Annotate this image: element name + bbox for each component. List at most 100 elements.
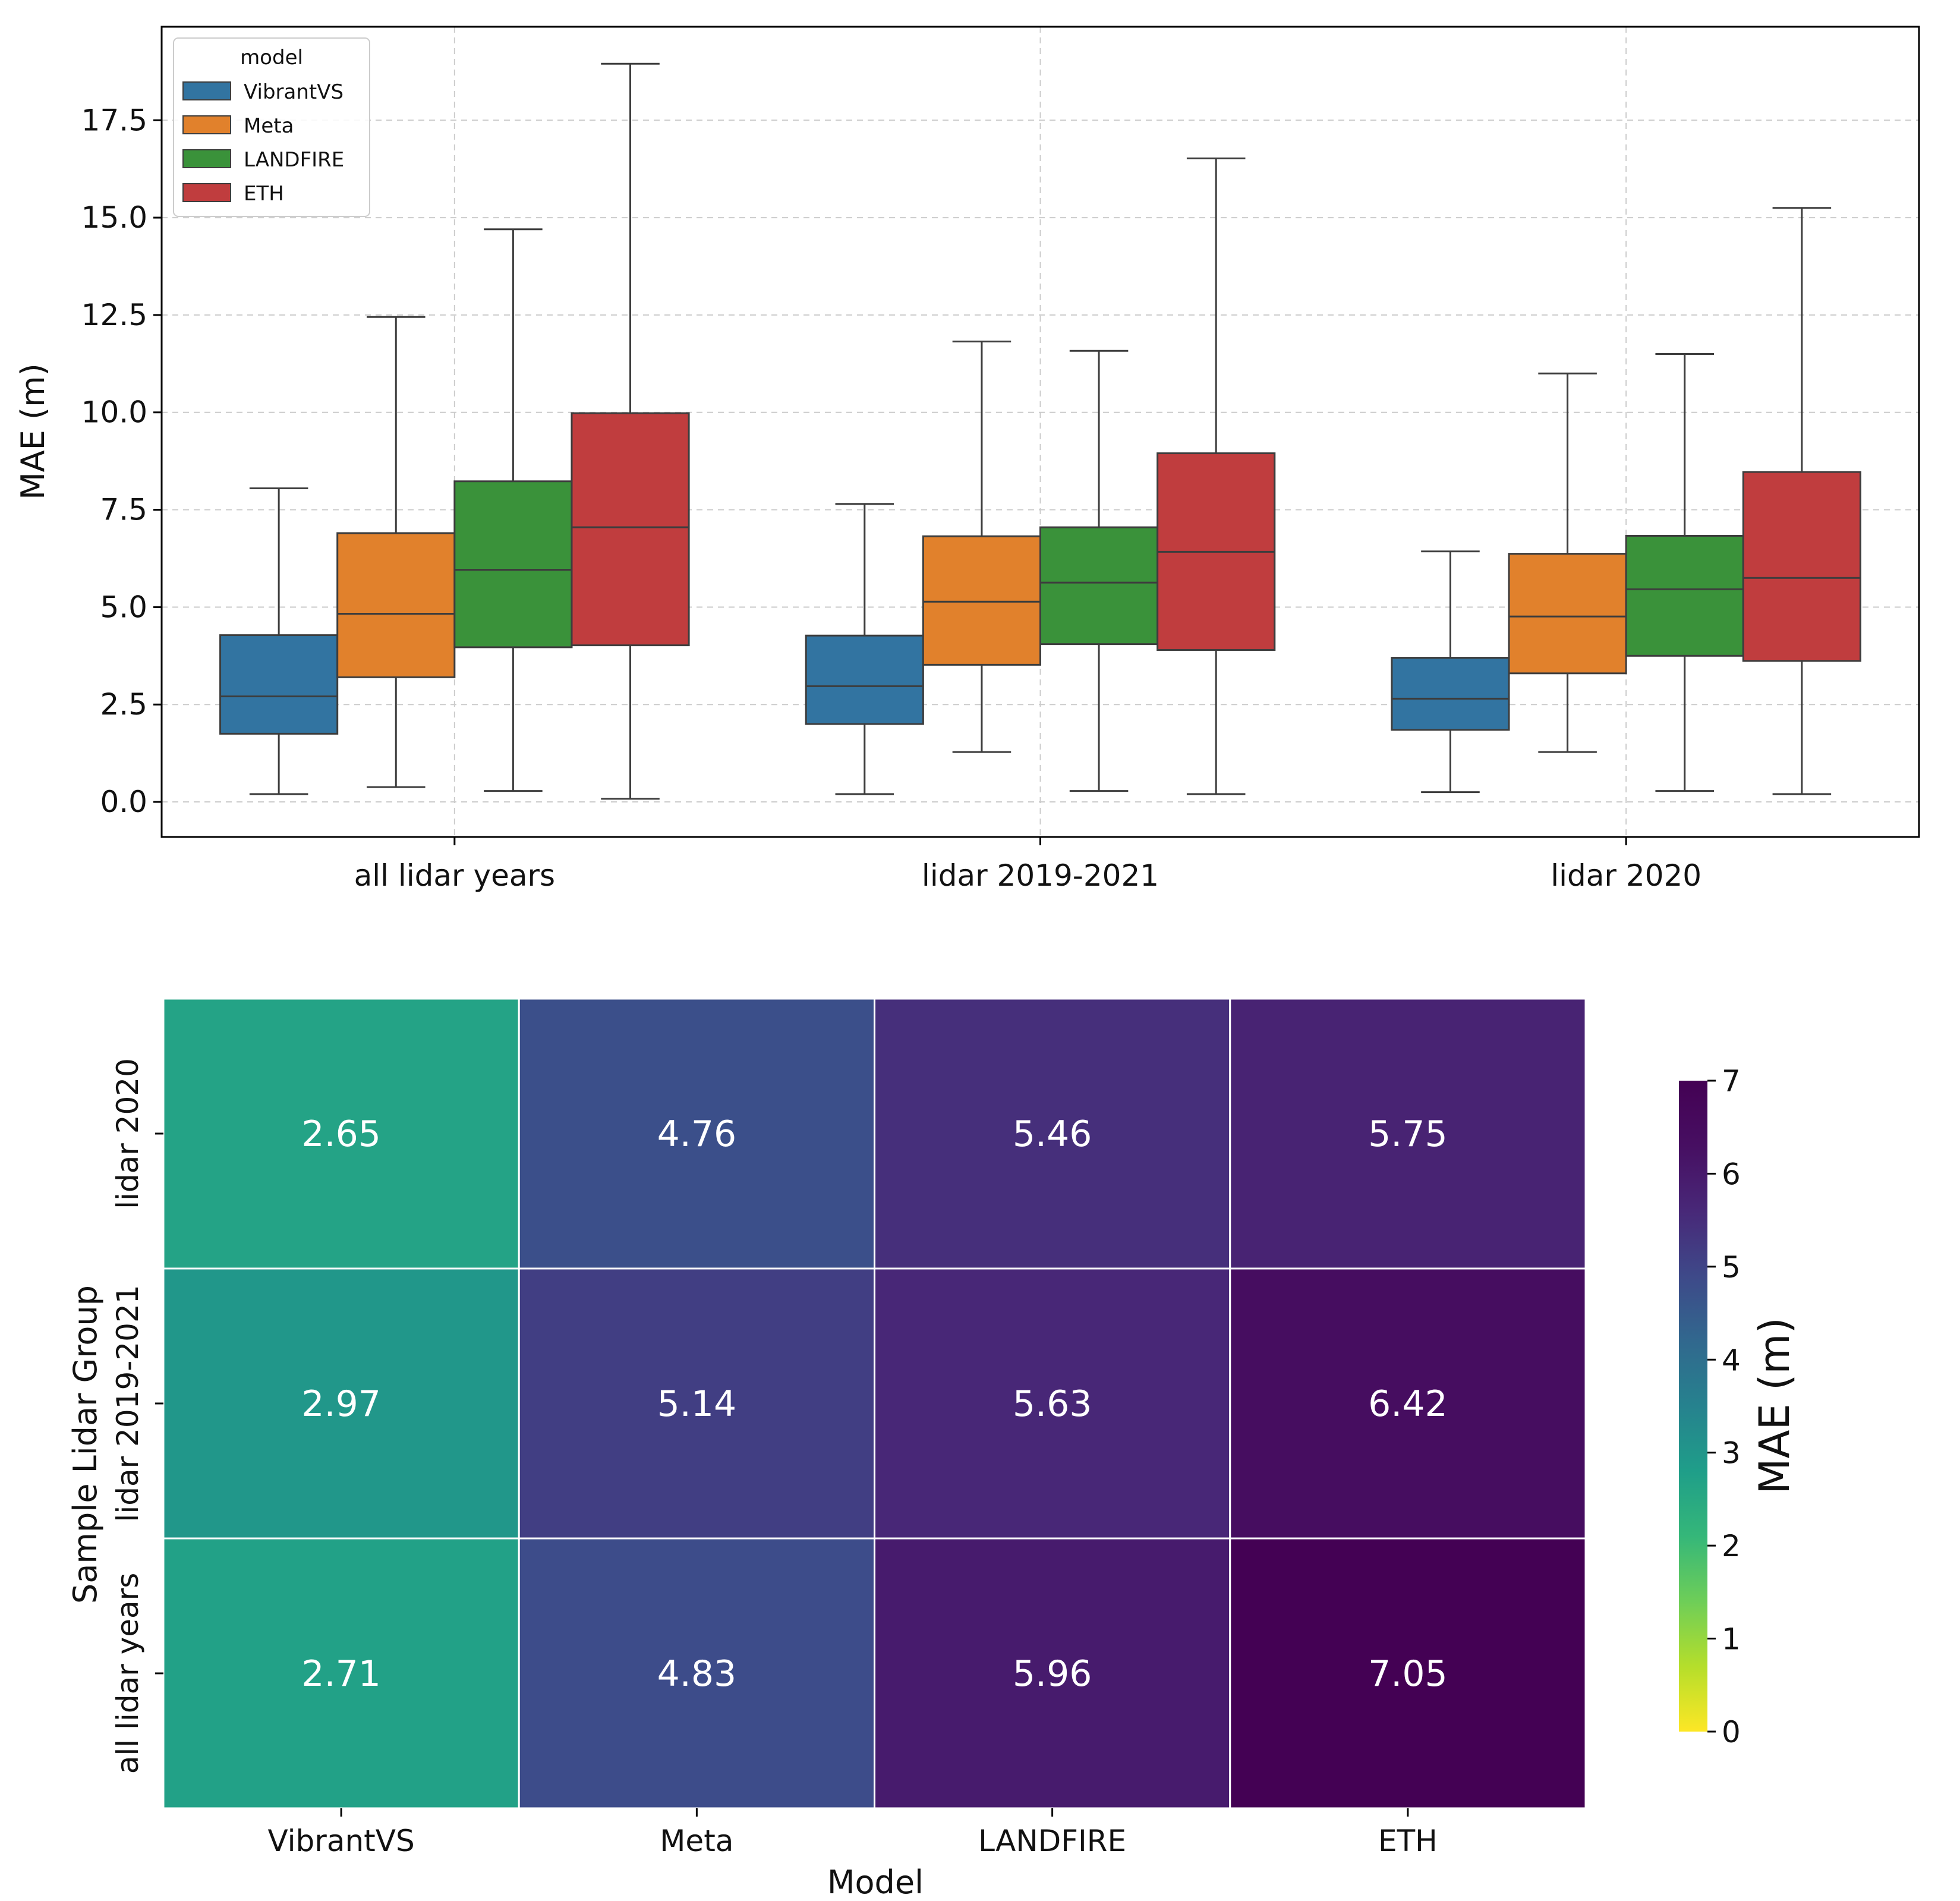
heatmap-y-tick-label-lidar-2019-2021: lidar 2019-2021 xyxy=(111,1285,145,1522)
x-tick-label-lidar-2019-2021: lidar 2019-2021 xyxy=(922,858,1159,893)
legend-label: VibrantVS xyxy=(244,80,344,104)
colorbar-ticks: 0 1 2 3 4 5 6 7 xyxy=(1707,1064,1741,1749)
colorbar: 0 1 2 3 4 5 6 7 MAE (m) xyxy=(1679,1064,1799,1749)
y-tick-label: 7.5 xyxy=(100,493,147,527)
heatmap-cell-label: 7.05 xyxy=(1368,1653,1448,1695)
y-tick-label: 5.0 xyxy=(100,590,147,624)
colorbar-tick-label: 7 xyxy=(1722,1064,1741,1099)
heatmap-cell-label: 2.71 xyxy=(301,1653,381,1695)
y-tick-label: 2.5 xyxy=(100,687,147,722)
box-eth-lidar-2019-2021 xyxy=(1157,157,1276,795)
heatmap-x-tick-label-eth: ETH xyxy=(1378,1824,1438,1858)
legend-swatch xyxy=(182,115,231,134)
colorbar-tick-label: 5 xyxy=(1722,1250,1741,1285)
heatmap-cell-all-lidar-years-vibrantvs xyxy=(162,1537,520,1809)
legend: model VibrantVS Meta LANDFIRE ETH xyxy=(173,37,370,217)
y-axis-ticks: 0.0 2.5 5.0 7.5 10.0 12.5 15.0 17.5 xyxy=(81,103,162,819)
colorbar-tick-label: 3 xyxy=(1722,1436,1741,1471)
legend-label: Meta xyxy=(244,114,294,138)
heatmap-cell-label: 2.65 xyxy=(301,1113,381,1155)
y-tick-label: 10.0 xyxy=(81,395,147,430)
box-iqr xyxy=(219,634,339,735)
box-vibrantvs-all-lidar-years xyxy=(219,487,339,795)
heatmap-cell-label: 5.63 xyxy=(1013,1383,1092,1425)
heatmap-cells: 2.65 4.76 5.46 5.75 2.97 5.14 5.63 6.42 2.71 4.83… xyxy=(162,997,1587,1809)
heatmap-cell-label: 5.75 xyxy=(1368,1113,1448,1155)
heatmap-cell-lidar-2019-2021-meta xyxy=(518,1267,875,1540)
heatmap-x-tick-label-meta: Meta xyxy=(660,1824,733,1858)
heatmap-cell-all-lidar-years-eth xyxy=(1229,1537,1587,1809)
heatmap-cell-label: 6.42 xyxy=(1368,1383,1448,1425)
colorbar-gradient xyxy=(1679,1081,1707,1732)
box-vibrantvs-lidar-2019-2021 xyxy=(805,503,924,795)
heatmap-cell-lidar-2019-2021-eth xyxy=(1229,1267,1587,1540)
box-iqr xyxy=(336,532,456,678)
heatmap-y-ticks: lidar 2020 lidar 2019-2021 all lidar years xyxy=(111,1058,163,1774)
box-iqr xyxy=(571,412,690,647)
y-tick-label: 12.5 xyxy=(81,298,147,332)
box-landfire-lidar-2020 xyxy=(1625,352,1744,792)
box-plot-chart: 0.0 2.5 5.0 7.5 10.0 12.5 15.0 17.5 all lidar y… xyxy=(14,26,1920,893)
heatmap-x-ticks: VibrantVS Meta LANDFIRE ETH xyxy=(268,1808,1438,1858)
box-iqr xyxy=(453,480,573,649)
colorbar-tick-label: 6 xyxy=(1722,1157,1741,1191)
box-iqr xyxy=(1039,526,1159,646)
legend-swatch xyxy=(182,149,231,168)
box-meta-lidar-2019-2021 xyxy=(922,340,1042,753)
heatmap-y-tick-label-lidar-2020: lidar 2020 xyxy=(111,1058,145,1209)
heatmap-cell-label: 5.46 xyxy=(1013,1113,1092,1155)
box-iqr xyxy=(922,535,1042,666)
box-vibrantvs-lidar-2020 xyxy=(1391,550,1510,794)
colorbar-tick-label: 0 xyxy=(1722,1715,1741,1749)
heatmap-y-tick-label-all-lidar-years: all lidar years xyxy=(111,1573,145,1774)
heatmap-cell-lidar-2019-2021-landfire xyxy=(874,1267,1231,1540)
heatmap-x-tick-label-vibrantvs: VibrantVS xyxy=(268,1824,415,1858)
gridlines xyxy=(162,27,1919,837)
heatmap-cell-label: 4.83 xyxy=(657,1653,737,1695)
box-iqr xyxy=(1625,534,1744,657)
legend-label: ETH xyxy=(244,182,284,206)
legend-label: LANDFIRE xyxy=(244,148,344,172)
colorbar-tick-label: 4 xyxy=(1722,1343,1741,1377)
legend-swatch xyxy=(182,81,231,100)
box-iqr xyxy=(805,634,924,725)
heatmap-cell-label: 5.14 xyxy=(657,1383,737,1425)
heatmap-cell-all-lidar-years-landfire xyxy=(874,1537,1231,1809)
box-landfire-all-lidar-years xyxy=(453,228,573,792)
heatmap-cell-label: 2.97 xyxy=(301,1383,381,1425)
legend-item-vibrantvs: VibrantVS xyxy=(182,80,344,104)
x-axis-ticks: all lidar years lidar 2019-2021 lidar 2020 xyxy=(354,837,1701,893)
y-tick-label: 0.0 xyxy=(100,785,147,819)
box-iqr xyxy=(1742,471,1861,662)
legend-items: VibrantVS Meta LANDFIRE ETH xyxy=(182,80,344,206)
colorbar-tick-label: 1 xyxy=(1722,1622,1741,1657)
heatmap-cell-label: 4.76 xyxy=(657,1113,737,1155)
legend-item-landfire: LANDFIRE xyxy=(182,148,344,172)
y-tick-label: 17.5 xyxy=(81,103,147,137)
colorbar-label: MAE (m) xyxy=(1750,1317,1799,1494)
box-iqr xyxy=(1391,657,1510,731)
box-meta-lidar-2020 xyxy=(1508,372,1627,753)
heatmap-x-tick-label-landfire: LANDFIRE xyxy=(978,1824,1126,1858)
heatmap-cell-lidar-2019-2021-vibrantvs xyxy=(162,1267,520,1540)
heatmap-x-axis-label: Model xyxy=(827,1864,924,1901)
x-tick-label-all-lidar-years: all lidar years xyxy=(354,858,556,893)
box-eth-lidar-2020 xyxy=(1742,207,1861,795)
colorbar-tick-label: 2 xyxy=(1722,1529,1741,1563)
heatmap-chart: 2.65 4.76 5.46 5.75 2.97 5.14 5.63 6.42 2.71 4.83… xyxy=(67,997,1799,1901)
legend-title: model xyxy=(240,46,303,70)
box-eth-all-lidar-years xyxy=(571,62,690,800)
legend-swatch xyxy=(182,183,231,202)
box-marks xyxy=(219,62,1861,800)
y-axis-label: MAE (m) xyxy=(14,363,52,500)
legend-item-eth: ETH xyxy=(182,182,284,206)
heatmap-cell-label: 5.96 xyxy=(1013,1653,1092,1695)
y-tick-label: 15.0 xyxy=(81,200,147,235)
heatmap-cell-lidar-2020-landfire xyxy=(874,997,1231,1270)
legend-item-meta: Meta xyxy=(182,114,294,138)
box-meta-all-lidar-years xyxy=(336,316,456,788)
box-iqr xyxy=(1508,553,1627,675)
x-tick-label-lidar-2020: lidar 2020 xyxy=(1551,858,1701,893)
box-landfire-lidar-2019-2021 xyxy=(1039,350,1159,792)
